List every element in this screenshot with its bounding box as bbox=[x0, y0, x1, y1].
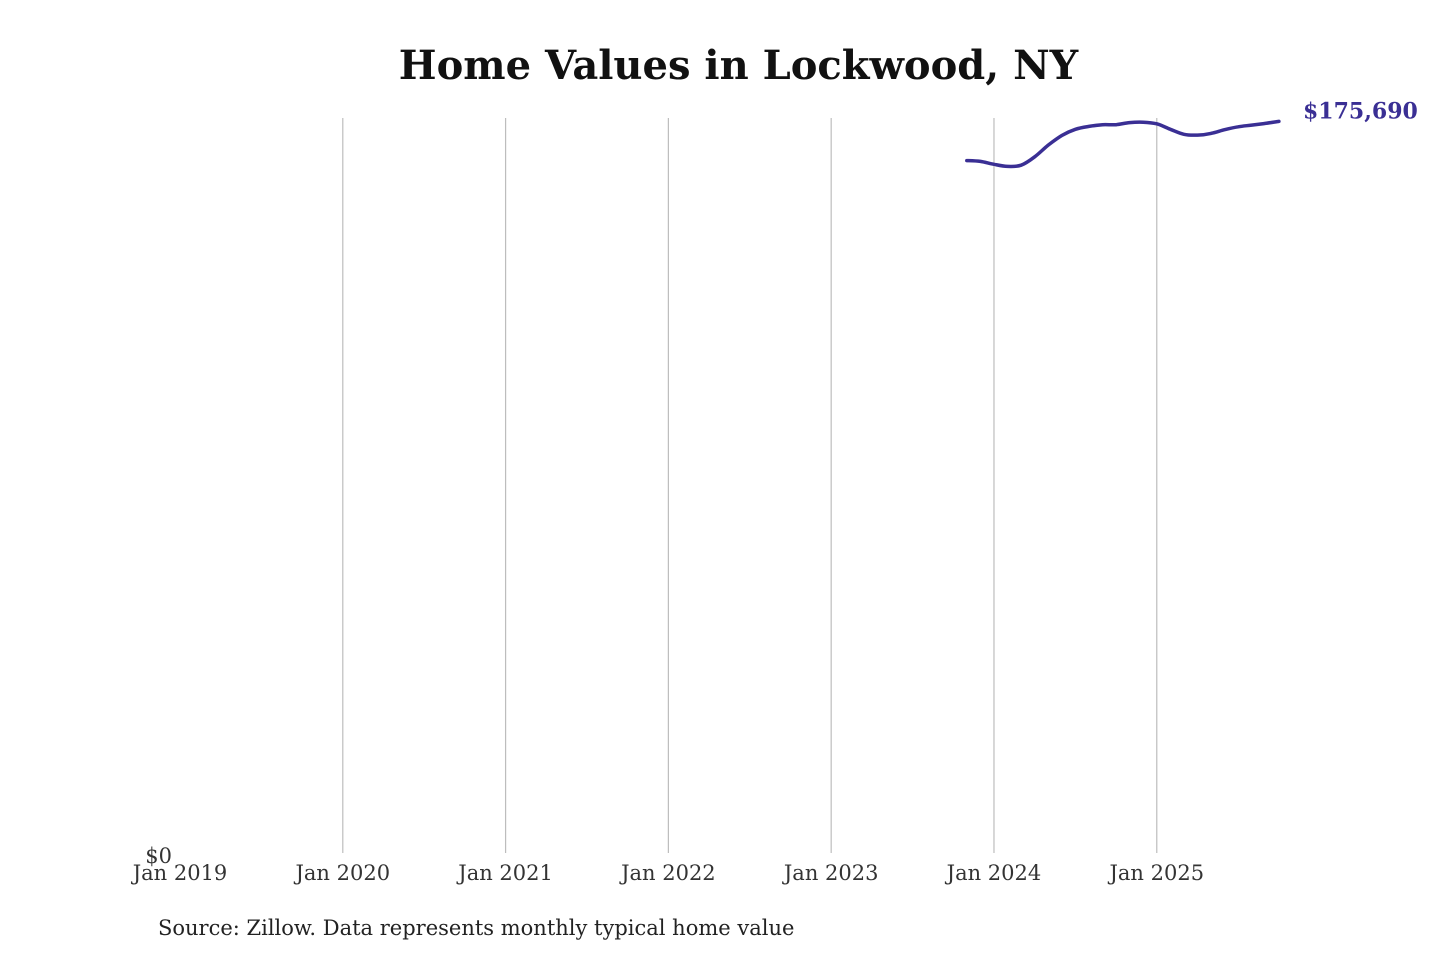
source-note: Source: Zillow. Data represents monthly … bbox=[158, 916, 795, 940]
y-axis-ticks: $0 bbox=[145, 844, 172, 868]
x-tick-label: Jan 2025 bbox=[1107, 861, 1204, 885]
x-tick-label: Jan 2022 bbox=[619, 861, 716, 885]
x-tick-label: Jan 2020 bbox=[293, 861, 390, 885]
chart-title: Home Values in Lockwood, NY bbox=[398, 42, 1079, 89]
series-group: $175,690 bbox=[965, 98, 1418, 169]
x-tick-label: Jan 2021 bbox=[456, 861, 553, 885]
end-value-label: $175,690 bbox=[1303, 98, 1418, 124]
series-line bbox=[965, 119, 1281, 169]
x-tick-label: Jan 2019 bbox=[131, 861, 228, 885]
x-tick-label: Jan 2024 bbox=[945, 861, 1042, 885]
y-tick-label: $0 bbox=[145, 844, 172, 868]
x-axis-ticks: Jan 2019 Jan 2020 Jan 2021 Jan 2022 Jan 2023… bbox=[131, 861, 1204, 885]
x-tick-label: Jan 2023 bbox=[782, 861, 879, 885]
gridlines bbox=[342, 118, 1158, 853]
